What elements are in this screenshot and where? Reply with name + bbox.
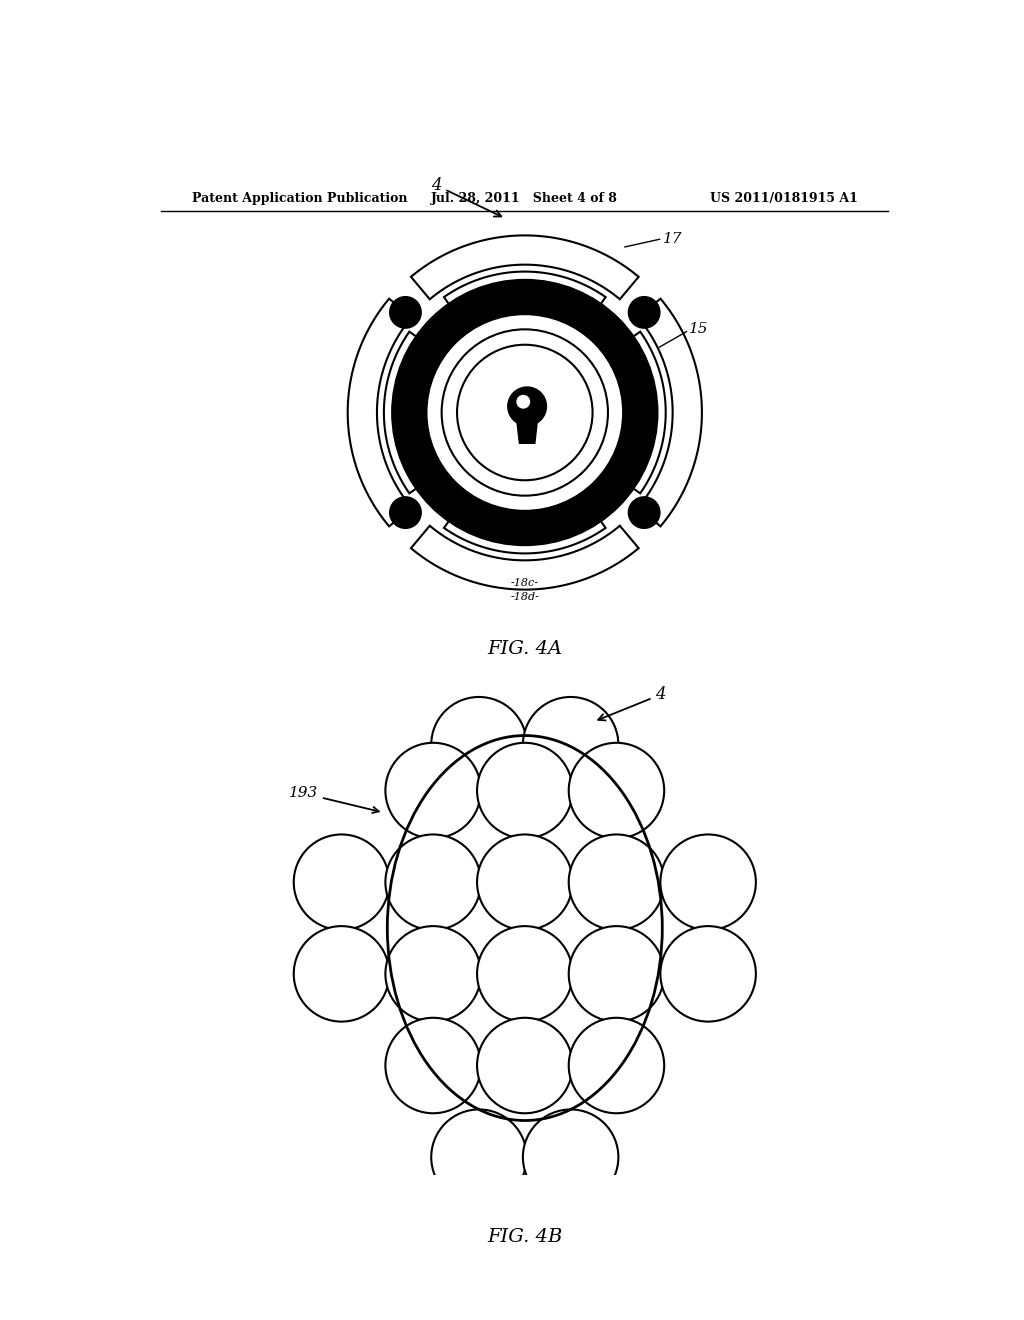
Circle shape xyxy=(294,834,389,929)
Text: -18d-: -18d- xyxy=(510,593,540,602)
Circle shape xyxy=(629,498,659,528)
Text: FIG. 4B: FIG. 4B xyxy=(487,1228,562,1246)
Text: 193: 193 xyxy=(289,787,379,813)
Circle shape xyxy=(431,1109,526,1205)
Circle shape xyxy=(660,834,756,929)
Text: -18b-: -18b- xyxy=(516,475,546,486)
Polygon shape xyxy=(516,416,538,444)
Circle shape xyxy=(477,927,572,1022)
Circle shape xyxy=(385,743,481,838)
Text: Patent Application Publication: Patent Application Publication xyxy=(193,191,408,205)
Circle shape xyxy=(426,314,624,511)
Circle shape xyxy=(629,297,659,327)
Text: 15: 15 xyxy=(689,322,709,337)
Circle shape xyxy=(516,395,530,409)
Text: 17: 17 xyxy=(664,232,683,247)
Text: FIG. 4A: FIG. 4A xyxy=(487,640,562,657)
Circle shape xyxy=(568,927,665,1022)
Circle shape xyxy=(390,498,421,528)
Circle shape xyxy=(507,387,547,426)
Circle shape xyxy=(385,927,481,1022)
Circle shape xyxy=(385,1018,481,1113)
Text: US 2011/0181915 A1: US 2011/0181915 A1 xyxy=(710,191,857,205)
Text: Jul. 28, 2011   Sheet 4 of 8: Jul. 28, 2011 Sheet 4 of 8 xyxy=(431,191,618,205)
Circle shape xyxy=(660,927,756,1022)
Circle shape xyxy=(568,834,665,929)
Circle shape xyxy=(294,927,389,1022)
Text: 4: 4 xyxy=(598,686,666,721)
Circle shape xyxy=(477,743,572,838)
Circle shape xyxy=(392,280,657,545)
Text: -18c-: -18c- xyxy=(511,578,539,589)
Circle shape xyxy=(385,834,481,929)
Circle shape xyxy=(431,697,526,792)
Circle shape xyxy=(477,1018,572,1113)
Circle shape xyxy=(477,834,572,929)
Circle shape xyxy=(568,743,665,838)
Text: 16-: 16- xyxy=(480,396,498,407)
Circle shape xyxy=(523,1109,618,1205)
Circle shape xyxy=(390,297,421,327)
Text: -18a-: -18a- xyxy=(517,459,545,470)
Circle shape xyxy=(523,697,618,792)
Text: 4: 4 xyxy=(431,177,501,216)
Circle shape xyxy=(568,1018,665,1113)
